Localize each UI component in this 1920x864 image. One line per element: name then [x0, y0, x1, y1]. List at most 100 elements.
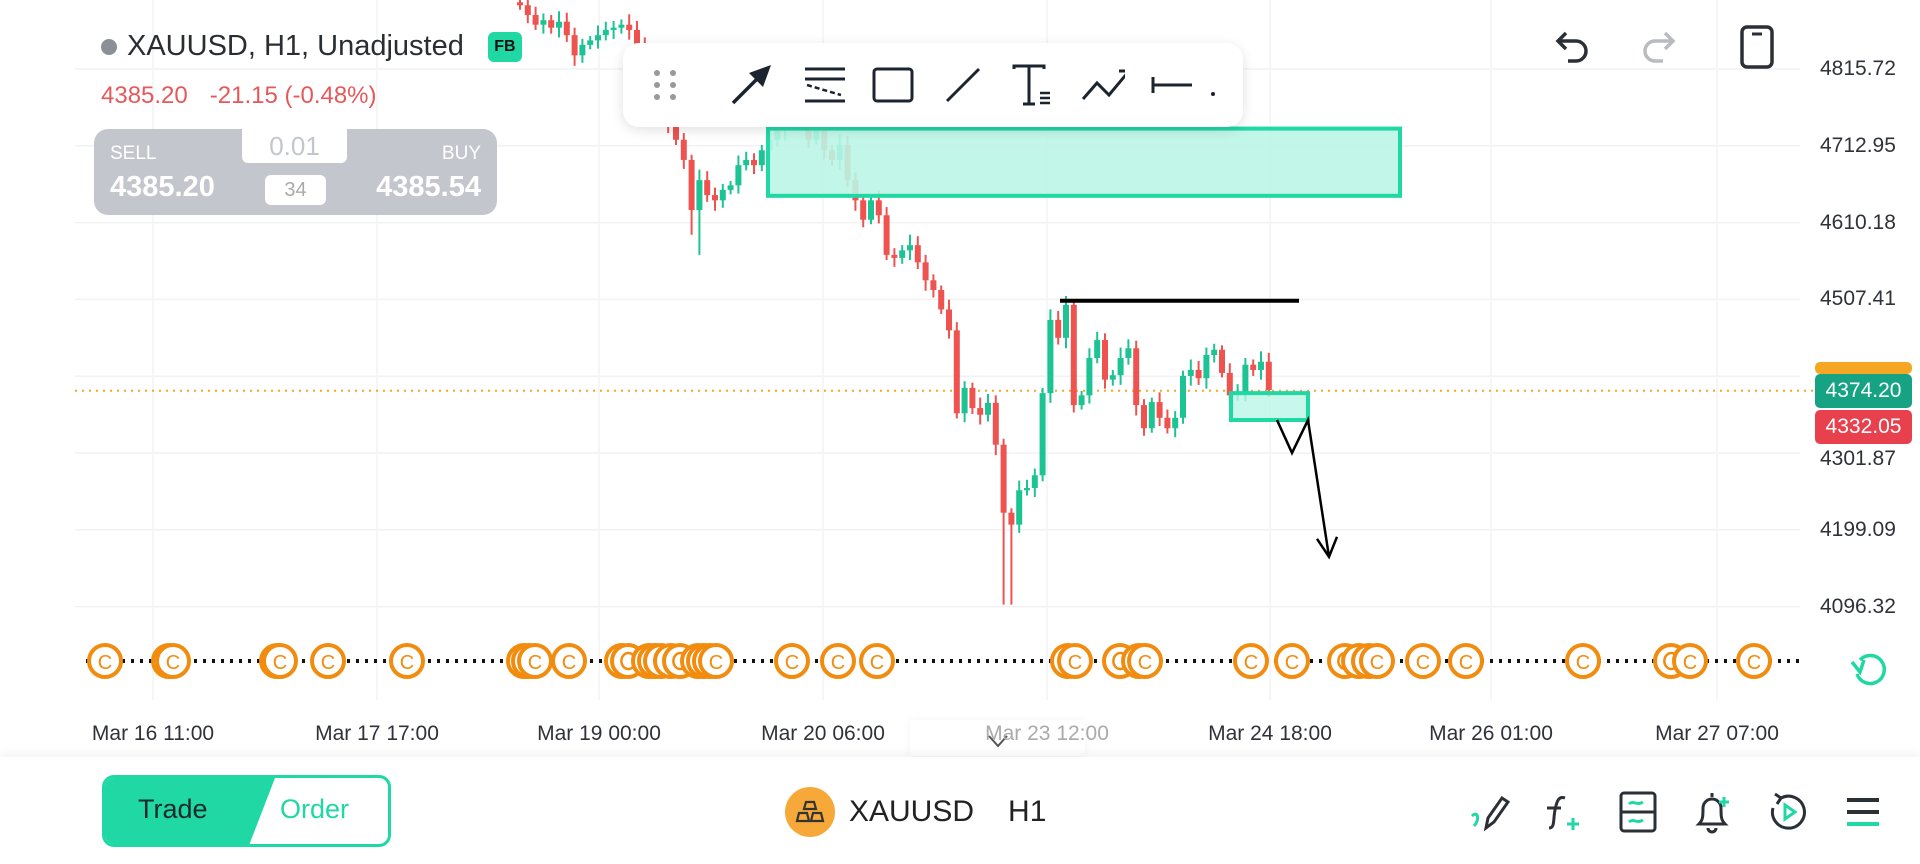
price-line: 4385.20 -21.15 (-0.48%) [101, 82, 377, 110]
candle-up [985, 402, 991, 415]
symbol-name: XAUUSD [849, 795, 975, 828]
symbol-selector[interactable]: XAUUSD H1 [785, 787, 1046, 837]
time-scroll-handle[interactable] [910, 720, 1085, 756]
draw-icon[interactable] [1468, 790, 1512, 834]
event-marker [859, 643, 895, 679]
candle-down [563, 21, 570, 36]
candle-up [1148, 402, 1155, 429]
event-marker [87, 643, 123, 679]
path-tool-icon[interactable] [1081, 63, 1125, 107]
candle-down [875, 200, 882, 216]
candle-down [751, 159, 757, 166]
fb-badge[interactable]: FB [487, 31, 522, 62]
candle-up [1109, 375, 1116, 380]
candle-up [1086, 357, 1093, 396]
event-marker-glyph [620, 651, 634, 671]
undo-icon[interactable] [1550, 27, 1594, 71]
candle-up [758, 150, 765, 166]
candle-down [680, 139, 687, 160]
event-marker [262, 643, 298, 679]
candle-up [1203, 355, 1210, 379]
bid-price-badge: 4374.20 [1815, 374, 1912, 408]
candle-down [712, 195, 718, 201]
candle-down [938, 289, 945, 310]
candle-up [540, 20, 547, 25]
candle-down [883, 215, 890, 255]
candle-up [1211, 349, 1218, 356]
event-marker-label: C [1683, 652, 1697, 674]
indicator-icon[interactable] [1541, 790, 1585, 834]
price-tick-label: 4507.41 [1820, 287, 1896, 311]
time-tick-label: Mar 27 07:00 [1655, 722, 1779, 745]
trend-line-icon[interactable] [941, 63, 985, 107]
event-marker-label: C [273, 652, 287, 674]
event-marker [1448, 643, 1484, 679]
event-marker-label: C [400, 652, 414, 674]
event-marker-label: C [321, 652, 335, 674]
time-tick-label: Mar 26 01:00 [1429, 722, 1553, 745]
orientation-icon[interactable] [1736, 24, 1780, 72]
more-tools-icon[interactable] [1203, 63, 1223, 107]
trade-tab[interactable]: Trade [138, 794, 208, 824]
candle-up [587, 40, 594, 45]
reset-chart-icon[interactable] [1848, 648, 1892, 692]
time-tick-label: Mar 20 06:00 [761, 722, 885, 745]
candle-down [1000, 444, 1007, 513]
candle-up [1172, 417, 1179, 429]
time-tick-label: Mar 24 18:00 [1208, 722, 1332, 745]
candle-down [922, 262, 929, 281]
parallel-channel-icon[interactable] [803, 63, 847, 107]
event-marker [1672, 643, 1708, 679]
event-marker-glyph [1663, 651, 1677, 671]
layout-icon[interactable] [1617, 790, 1661, 834]
candle-up [1031, 475, 1038, 489]
candle-up [1047, 319, 1054, 394]
horizontal-ray-icon[interactable] [1150, 63, 1194, 107]
candle-up [595, 35, 601, 41]
trade-order-toggle[interactable]: Trade Order [102, 775, 391, 847]
timeframe[interactable]: H1 [1008, 795, 1047, 828]
candle-down [930, 280, 937, 290]
event-marker [310, 643, 346, 679]
arrow-tool-icon[interactable] [729, 63, 773, 107]
event-marker-glyph [672, 651, 686, 671]
event-marker-label: C [785, 652, 799, 674]
candle-up [602, 29, 609, 36]
text-tool-icon[interactable] [1010, 63, 1054, 107]
redo-icon[interactable] [1637, 27, 1681, 71]
ask-price-badge: 4332.05 [1815, 410, 1912, 444]
drag-handle-icon[interactable] [643, 63, 687, 107]
event-marker [1565, 643, 1601, 679]
last-price: 4385.20 [101, 82, 188, 109]
event-marker-label: C [1747, 652, 1761, 674]
price-tick-label: 4815.72 [1820, 57, 1896, 80]
event-marker [698, 643, 734, 679]
candle-down [969, 387, 976, 409]
symbol-title[interactable]: XAUUSD, H1, Unadjusted FB [101, 30, 522, 63]
order-tab[interactable]: Order [280, 794, 350, 824]
lot-size-input[interactable]: 0.01 [242, 129, 347, 163]
candle-down [1008, 512, 1015, 525]
candle-down [1055, 319, 1062, 338]
candle-up [696, 180, 703, 211]
candle-down [532, 14, 539, 25]
replay-icon[interactable] [1767, 790, 1811, 834]
candle-up [1242, 364, 1249, 393]
event-marker-label: C [1068, 652, 1082, 674]
time-tick-label: Mar 23 12:00 [985, 722, 1109, 745]
menu-icon[interactable] [1841, 790, 1885, 834]
candle-up [961, 387, 968, 414]
rectangle-tool-icon[interactable] [871, 63, 915, 107]
candle-up [868, 200, 874, 220]
candle-down [634, 29, 640, 45]
drawing-toolbar [623, 43, 1243, 127]
price-badge-orange [1815, 362, 1912, 374]
price-tick-label: 4096.32 [1820, 594, 1896, 618]
alert-add-icon[interactable] [1691, 790, 1735, 834]
candle-up [719, 189, 726, 201]
candle-down [571, 35, 578, 56]
sell-price: 4385.20 [110, 171, 215, 203]
event-marker [155, 643, 191, 679]
event-marker-label: C [1285, 652, 1299, 674]
